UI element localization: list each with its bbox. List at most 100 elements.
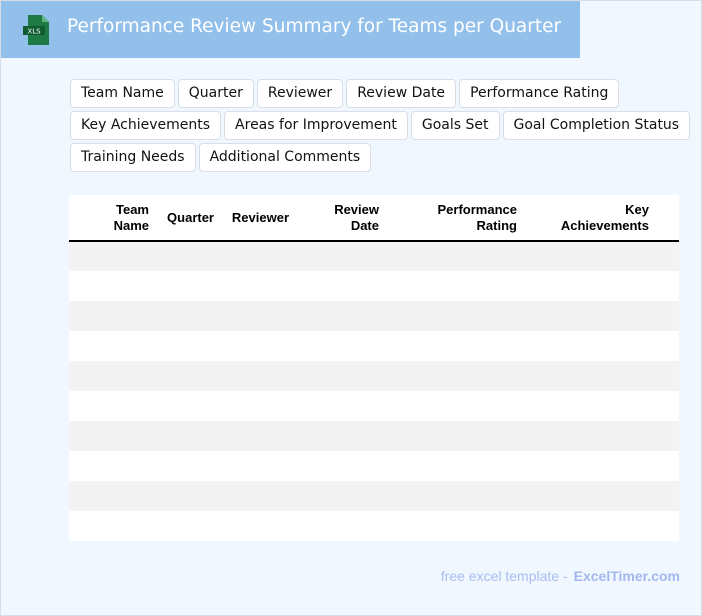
table-cell[interactable] — [69, 481, 157, 511]
data-table: Team Name Quarter Reviewer Review Date Perform… — [69, 195, 679, 541]
table-cell[interactable] — [69, 271, 157, 301]
table-cell[interactable] — [297, 451, 387, 481]
table-cell[interactable] — [69, 331, 157, 361]
table-cell[interactable] — [157, 481, 222, 511]
table-cell[interactable] — [525, 271, 657, 301]
table-cell[interactable] — [222, 331, 297, 361]
table-cell[interactable] — [387, 271, 525, 301]
field-chip[interactable]: Additional Comments — [198, 143, 372, 172]
table-cell[interactable] — [525, 361, 657, 391]
table-cell[interactable] — [387, 301, 525, 331]
column-header: Reviewer — [222, 195, 297, 242]
column-header-text: Performance — [437, 201, 517, 217]
table-cell[interactable] — [222, 481, 297, 511]
table-cell[interactable] — [525, 481, 657, 511]
table-cell[interactable] — [157, 421, 222, 451]
field-chip[interactable]: Quarter — [177, 79, 254, 108]
table-cell[interactable] — [69, 451, 157, 481]
table-cell[interactable] — [297, 331, 387, 361]
column-header: Quarter — [157, 195, 222, 242]
table-cell[interactable] — [69, 421, 157, 451]
table-cell[interactable] — [297, 421, 387, 451]
table-cell[interactable] — [222, 391, 297, 421]
table-cell[interactable] — [222, 421, 297, 451]
field-chip[interactable]: Reviewer — [256, 79, 344, 108]
table-cell[interactable] — [222, 241, 297, 271]
table-cell[interactable] — [525, 331, 657, 361]
table-cell[interactable] — [157, 331, 222, 361]
table-cell[interactable] — [525, 511, 657, 541]
table-cell[interactable] — [69, 391, 157, 421]
table-cell[interactable] — [657, 421, 679, 451]
table-cell[interactable] — [297, 241, 387, 271]
footer-brand-link[interactable]: ExcelTimer.com — [573, 568, 680, 584]
field-chip[interactable]: Areas for Improvement — [224, 111, 408, 140]
table-cell[interactable] — [657, 511, 679, 541]
table-cell[interactable] — [387, 481, 525, 511]
table-cell[interactable] — [657, 301, 679, 331]
field-chip[interactable]: Review Date — [346, 79, 457, 108]
table-cell[interactable] — [297, 511, 387, 541]
table-cell[interactable] — [297, 361, 387, 391]
footer-text: free excel template - — [440, 568, 568, 584]
table-row — [69, 271, 679, 301]
footer: free excel template - ExcelTimer.com — [441, 568, 680, 584]
table-cell[interactable] — [69, 511, 157, 541]
field-chip[interactable]: Goals Set — [410, 111, 500, 140]
table-cell[interactable] — [657, 451, 679, 481]
table-cell[interactable] — [525, 451, 657, 481]
field-chip[interactable]: Goal Completion Status — [502, 111, 691, 140]
column-header-text: Achievements — [560, 217, 649, 233]
table-cell[interactable] — [387, 241, 525, 271]
field-chip[interactable]: Training Needs — [70, 143, 196, 172]
table-cell[interactable] — [157, 391, 222, 421]
table-cell[interactable] — [387, 421, 525, 451]
column-header-text: Name — [113, 217, 149, 233]
table-cell[interactable] — [157, 241, 222, 271]
column-header-text: Key — [625, 201, 649, 217]
table-row — [69, 241, 679, 271]
field-chip[interactable]: Team Name — [70, 79, 175, 108]
table-cell[interactable] — [157, 271, 222, 301]
table-cell[interactable] — [297, 481, 387, 511]
table-cell[interactable] — [387, 391, 525, 421]
table-cell[interactable] — [657, 481, 679, 511]
table-cell[interactable] — [157, 511, 222, 541]
column-header-text: Team — [116, 201, 149, 217]
table-cell[interactable] — [222, 451, 297, 481]
table-cell[interactable] — [525, 421, 657, 451]
table-cell[interactable] — [69, 241, 157, 271]
table-cell[interactable] — [69, 301, 157, 331]
field-chip[interactable]: Key Achievements — [70, 111, 222, 140]
table-cell[interactable] — [387, 451, 525, 481]
table-cell[interactable] — [525, 391, 657, 421]
table-cell[interactable] — [525, 241, 657, 271]
table-cell[interactable] — [657, 241, 679, 271]
table-cell[interactable] — [222, 511, 297, 541]
table-cell[interactable] — [657, 331, 679, 361]
column-header-text: Reviewer — [231, 209, 289, 225]
table-cell[interactable] — [297, 271, 387, 301]
table-cell[interactable] — [657, 271, 679, 301]
table-cell[interactable] — [525, 301, 657, 331]
field-chips: Team Name Quarter Reviewer Review Date Perfo… — [70, 79, 691, 175]
table-cell[interactable] — [69, 361, 157, 391]
table-cell[interactable] — [222, 301, 297, 331]
table-cell[interactable] — [157, 361, 222, 391]
table-cell[interactable] — [657, 391, 679, 421]
table-cell[interactable] — [297, 391, 387, 421]
column-header: Performance Rating — [387, 195, 525, 242]
table-cell[interactable] — [222, 361, 297, 391]
table-cell[interactable] — [657, 361, 679, 391]
table-cell[interactable] — [222, 271, 297, 301]
table-cell[interactable] — [387, 511, 525, 541]
xls-file-icon: XLS — [23, 15, 49, 45]
chip-row: Key Achievements Areas for Improvement Goa… — [70, 111, 691, 140]
table-cell[interactable] — [157, 301, 222, 331]
table-cell[interactable] — [297, 301, 387, 331]
table-cell[interactable] — [387, 361, 525, 391]
column-header: Review Date — [297, 195, 387, 242]
table-cell[interactable] — [387, 331, 525, 361]
table-cell[interactable] — [157, 451, 222, 481]
field-chip[interactable]: Performance Rating — [459, 79, 620, 108]
